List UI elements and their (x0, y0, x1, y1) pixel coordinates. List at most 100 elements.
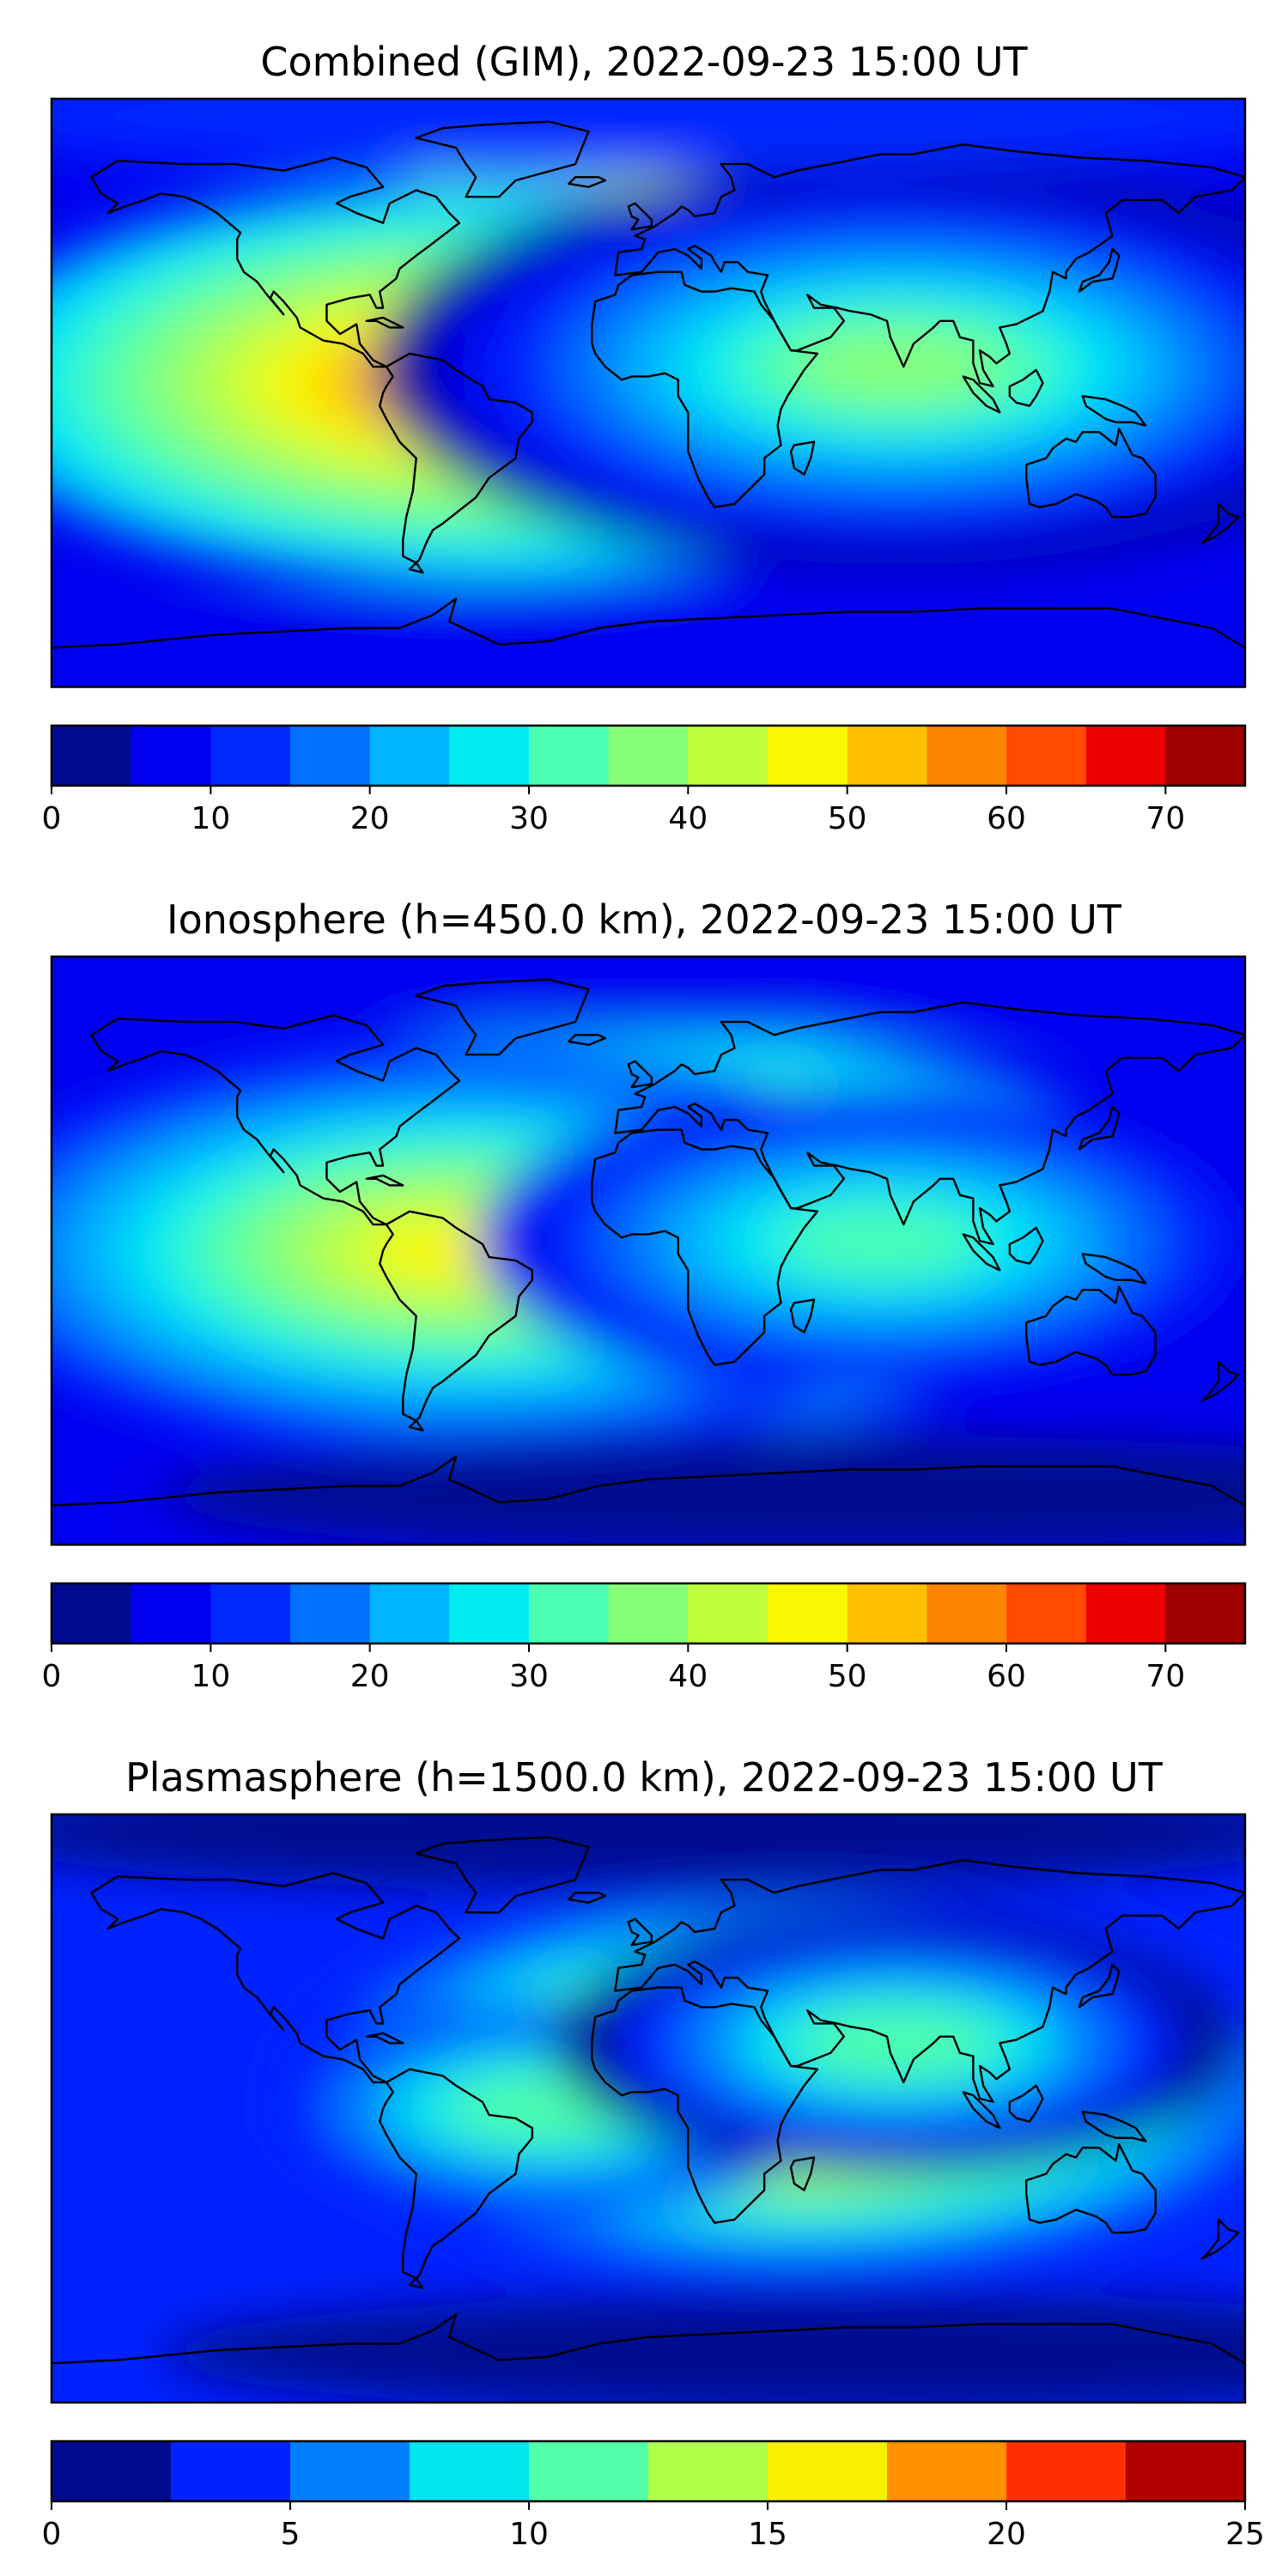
coastline-sumatra (962, 2091, 1001, 2129)
coastline-new-guinea (1081, 2111, 1147, 2142)
colorbar-segment-14 (1165, 726, 1246, 786)
colorbar-segment-1 (171, 2441, 291, 2501)
colorbar-tick-label-0: 0 (42, 801, 62, 836)
colorbar-tick-label-7: 70 (1145, 801, 1185, 836)
colorbar-tick-label-1: 5 (281, 2517, 301, 2552)
coastline-eurasia (614, 1859, 1245, 2104)
map-ionosphere (50, 955, 1247, 1546)
field-indian-ocean-lobe-7 (793, 332, 1000, 402)
colorbar-segment-2 (210, 1583, 291, 1643)
colorbar-plasmasphere: 0 5 10 15 20 25 (42, 2439, 1265, 2552)
map-plasmasphere (50, 1813, 1247, 2404)
colorbar-tick-label-2: 20 (350, 1659, 390, 1694)
colorbar-tick-label-1: 10 (191, 1659, 230, 1694)
colorbar-segment-4 (529, 2441, 649, 2501)
coastline-south-america (379, 1210, 534, 1432)
coastline-cuba (365, 2032, 404, 2044)
colorbar-segment-1 (131, 1583, 211, 1643)
field-south-pole-low-0 (160, 2293, 1245, 2403)
coastline-borneo (1008, 2084, 1044, 2123)
colorbar-segment-5 (449, 726, 530, 786)
coastline-greenland (415, 978, 590, 1056)
coastline-madagascar (789, 2156, 816, 2191)
colorbar-tick-label-2: 20 (350, 801, 390, 836)
coastline-borneo (1008, 368, 1044, 407)
colorbar-segment-5 (648, 2441, 769, 2501)
coastline-north-america (90, 156, 461, 368)
coastline-greenland (415, 120, 590, 198)
coastline-new-zealand (1200, 1360, 1240, 1402)
coastline-south-america (379, 352, 534, 574)
colorbar-segment-7 (887, 2441, 1007, 2501)
colorbar-segment-12 (1006, 726, 1087, 786)
colorbar-segment-11 (927, 726, 1007, 786)
coastline-cuba (365, 1174, 404, 1187)
coastline-uk (627, 202, 653, 231)
colorbar-segment-14 (1165, 1583, 1246, 1643)
colorbar-tick-label-3: 30 (509, 1659, 549, 1694)
colorbar-tick-label-3: 30 (509, 801, 549, 836)
colorbar-tick-label-1: 10 (191, 801, 230, 836)
map-frame (50, 97, 1247, 689)
coastline-madagascar (789, 440, 816, 476)
coastline-antarctic-coast (52, 598, 1245, 649)
colorbar-segment-10 (847, 1583, 927, 1643)
coastline-borneo (1008, 1226, 1044, 1265)
coastline-sumatra (962, 1233, 1001, 1272)
field-north-pole-low-0 (52, 957, 1245, 1034)
panel-2-title: Ionosphere (h=450.0 km), 2022-09-23 15:0… (167, 896, 1121, 943)
colorbar-tick-label-7: 70 (1145, 1659, 1185, 1694)
field-north-pole-low-0 (52, 99, 1245, 176)
coastline-africa (591, 1986, 819, 2224)
coastline-new-guinea (1081, 395, 1147, 427)
panel-3-title: Plasmasphere (h=1500.0 km), 2022-09-23 1… (125, 1754, 1163, 1801)
coastline-japan (1078, 1963, 1121, 2008)
coastline-antarctic-coast (52, 1455, 1245, 1507)
coastline-north-america (90, 1014, 461, 1226)
colorbar-segment-13 (1085, 1583, 1166, 1643)
field-south-pole-low-0 (160, 1435, 1245, 1545)
colorbar-segment-3 (410, 2441, 530, 2501)
field-north-pole-low-0 (52, 1814, 1245, 1892)
colorbar-tick-label-6: 60 (987, 801, 1026, 836)
colorbar-segment-0 (52, 2441, 172, 2501)
colorbar-segment-7 (608, 726, 689, 786)
colorbar-segment-0 (52, 726, 132, 786)
coastline-new-zealand (1200, 502, 1240, 544)
colorbar-segment-9 (768, 1583, 848, 1643)
colorbar-segment-2 (210, 726, 291, 786)
coastline-japan (1078, 247, 1121, 293)
colorbar-segment-7 (608, 1583, 689, 1643)
colorbar-tick-label-5: 25 (1225, 2517, 1265, 2552)
coastline-eurasia (614, 1001, 1245, 1246)
colorbar-tick-label-0: 0 (42, 2517, 62, 2552)
colorbar-segment-4 (369, 726, 450, 786)
field-south-pole-low-0 (160, 577, 1245, 687)
colorbar-segment-4 (369, 1583, 450, 1643)
panel-1-title: Combined (GIM), 2022-09-23 15:00 UT (260, 39, 1028, 85)
coastline-antarctic-coast (52, 2313, 1245, 2365)
coastline-africa (591, 1128, 819, 1366)
colorbar-segment-6 (529, 1583, 610, 1643)
coastline-new-guinea (1081, 1253, 1147, 1285)
coastline-sumatra (962, 375, 1001, 414)
colorbar-segment-13 (1085, 726, 1166, 786)
colorbar-segment-2 (290, 2441, 410, 2501)
colorbar-segment-3 (290, 726, 371, 786)
colorbar-tick-label-4: 40 (668, 801, 708, 836)
coastline-japan (1078, 1105, 1121, 1151)
colorbar-tick-label-0: 0 (42, 1659, 62, 1694)
coastline-iceland (568, 176, 607, 188)
map-frame (50, 1813, 1247, 2404)
field-indian-ocean-lobe-5 (777, 1206, 984, 1276)
colorbar-segment-6 (768, 2441, 888, 2501)
colorbar-segment-10 (847, 726, 927, 786)
colorbar-tick-label-5: 50 (828, 801, 867, 836)
colorbar-segment-0 (52, 1583, 132, 1643)
colorbar-segment-5 (449, 1583, 530, 1643)
coastline-madagascar (789, 1298, 816, 1334)
colorbar-combined: 0 10 20 30 40 50 60 70 (42, 724, 1247, 836)
colorbar-segment-8 (1006, 2441, 1127, 2501)
colorbar-tick-label-4: 40 (668, 1659, 708, 1694)
coastline-north-america (90, 1872, 461, 2084)
